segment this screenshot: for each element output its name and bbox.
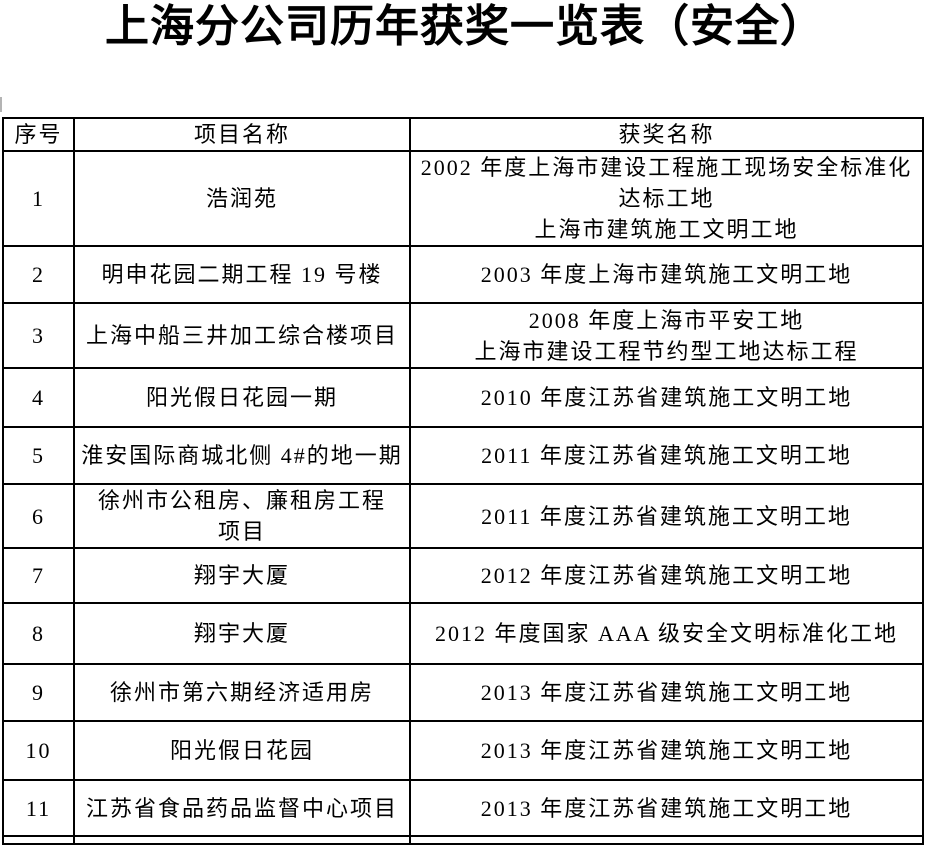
cell-line: 2010 年度江苏省建筑施工文明工地 [480, 385, 853, 410]
left-margin-paragraph-mark [0, 97, 2, 112]
table-row: 2 明申花园二期工程 19 号楼 2003 年度上海市建筑施工文明工地 [2, 245, 924, 304]
row-award-name: 2012 年度国家 AAA 级安全文明标准化工地 [409, 602, 924, 665]
clipped-cell [73, 835, 411, 845]
table-row: 11 江苏省食品药品监督中心项目 2013 年度江苏省建筑施工文明工地 [2, 779, 924, 837]
table-row: 4 阳光假日花园一期 2010 年度江苏省建筑施工文明工地 [2, 367, 924, 428]
cell-line: 2011 年度江苏省建筑施工文明工地 [481, 503, 852, 529]
row-award-name: 2013 年度江苏省建筑施工文明工地 [409, 779, 924, 837]
cell-line: 2002 年度上海市建设工程施工现场安全标准化 [420, 155, 913, 180]
cell-line: 阳光假日花园 [169, 738, 314, 763]
header-project-name: 项目名称 [73, 117, 411, 152]
table-row: 6 徐州市公租房、廉租房工程 项目 2011 年度江苏省建筑施工文明工地 [2, 483, 924, 549]
row-project-name: 翔宇大厦 [73, 602, 411, 665]
row-award-name: 2008 年度上海市平安工地上海市建设工程节约型工地达标工程 [409, 302, 924, 369]
clipped-cell [409, 835, 924, 845]
row-serial-number: 3 [2, 302, 75, 369]
row-project-name: 阳光假日花园一期 [73, 367, 411, 428]
cell-line: 2011 年度江苏省建筑施工文明工地 [481, 443, 852, 468]
cell-line: 2013 年度江苏省建筑施工文明工地 [480, 738, 853, 763]
cell-line: 浩润苑 [205, 186, 278, 211]
row-serial-number: 8 [2, 602, 75, 665]
cell-line: 明申花园二期工程 19 号楼 [101, 262, 383, 287]
row-serial-number: 5 [2, 426, 75, 485]
row-award-name: 2010 年度江苏省建筑施工文明工地 [409, 367, 924, 428]
table-row: 1 浩润苑 2002 年度上海市建设工程施工现场安全标准化 达标工地上海市建筑施工… [2, 150, 924, 247]
table-row: 8 翔宇大厦 2012 年度国家 AAA 级安全文明标准化工地 [2, 602, 924, 665]
cell-line: 徐州市第六期经济适用房 [109, 680, 374, 705]
cell-line: 徐州市公租房、廉租房工程 [97, 488, 386, 513]
row-serial-number: 4 [2, 367, 75, 428]
header-serial-number: 序号 [2, 117, 75, 152]
row-serial-number: 10 [2, 720, 75, 781]
row-award-name: 2011 年度江苏省建筑施工文明工地 [409, 426, 924, 485]
table-row: 7 翔宇大厦 2012 年度江苏省建筑施工文明工地 [2, 547, 924, 604]
row-serial-number: 1 [2, 150, 75, 247]
cell-line: 上海市建设工程节约型工地达标工程 [474, 338, 859, 364]
page-title: 上海分公司历年获奖一览表（安全） [105, 2, 825, 51]
table-row: 10 阳光假日花园 2013 年度江苏省建筑施工文明工地 [2, 720, 924, 781]
clipped-cell [2, 835, 75, 845]
row-serial-number: 2 [2, 245, 75, 304]
row-serial-number: 9 [2, 663, 75, 722]
awards-table: 序号 项目名称 获奖名称 1 浩润苑 2002 年度上海市建设工程施工现场安全标… [2, 117, 924, 845]
row-project-name: 上海中船三井加工综合楼项目 [73, 302, 411, 369]
cell-line: 阳光假日花园一期 [145, 385, 338, 410]
table-row: 5 淮安国际商城北侧 4#的地一期 2011 年度江苏省建筑施工文明工地 [2, 426, 924, 485]
clipped-next-row [2, 835, 924, 845]
cell-line: 2013 年度江苏省建筑施工文明工地 [480, 680, 853, 705]
table-row: 9 徐州市第六期经济适用房 2013 年度江苏省建筑施工文明工地 [2, 663, 924, 722]
cell-line: 达标工地 [618, 186, 715, 211]
cell-line: 淮安国际商城北侧 4#的地一期 [81, 443, 403, 468]
row-award-name: 2012 年度江苏省建筑施工文明工地 [409, 547, 924, 604]
row-serial-number: 6 [2, 483, 75, 549]
cell-line: 2013 年度江苏省建筑施工文明工地 [480, 795, 853, 821]
cell-line: 翔宇大厦 [193, 621, 290, 646]
row-award-name: 2013 年度江苏省建筑施工文明工地 [409, 663, 924, 722]
row-project-name: 江苏省食品药品监督中心项目 [73, 779, 411, 837]
cell-line: 翔宇大厦 [193, 563, 290, 588]
cell-line: 2012 年度国家 AAA 级安全文明标准化工地 [435, 621, 898, 646]
table-body: 1 浩润苑 2002 年度上海市建设工程施工现场安全标准化 达标工地上海市建筑施工… [2, 150, 924, 837]
row-award-name: 2011 年度江苏省建筑施工文明工地 [409, 483, 924, 549]
row-award-name: 2002 年度上海市建设工程施工现场安全标准化 达标工地上海市建筑施工文明工地 [409, 150, 924, 247]
cell-line: 上海中船三井加工综合楼项目 [85, 323, 398, 348]
row-award-name: 2003 年度上海市建筑施工文明工地 [409, 245, 924, 304]
row-project-name: 淮安国际商城北侧 4#的地一期 [73, 426, 411, 485]
row-project-name: 徐州市公租房、廉租房工程 项目 [73, 483, 411, 549]
table-header-row: 序号 项目名称 获奖名称 [2, 117, 924, 152]
row-project-name: 浩润苑 [73, 150, 411, 247]
row-project-name: 翔宇大厦 [73, 547, 411, 604]
row-project-name: 明申花园二期工程 19 号楼 [73, 245, 411, 304]
table-row: 3 上海中船三井加工综合楼项目 2008 年度上海市平安工地上海市建设工程节约型… [2, 302, 924, 369]
row-award-name: 2013 年度江苏省建筑施工文明工地 [409, 720, 924, 781]
row-serial-number: 11 [2, 779, 75, 837]
header-award-name: 获奖名称 [409, 117, 924, 152]
cell-line: 2008 年度上海市平安工地 [528, 307, 805, 333]
row-serial-number: 7 [2, 547, 75, 604]
row-project-name: 阳光假日花园 [73, 720, 411, 781]
row-project-name: 徐州市第六期经济适用房 [73, 663, 411, 722]
cell-line: 2012 年度江苏省建筑施工文明工地 [480, 563, 853, 588]
cell-line: 江苏省食品药品监督中心项目 [85, 795, 398, 821]
cell-line: 项目 [217, 519, 266, 544]
cell-line: 2003 年度上海市建筑施工文明工地 [480, 262, 853, 287]
cell-line: 上海市建筑施工文明工地 [534, 217, 799, 242]
